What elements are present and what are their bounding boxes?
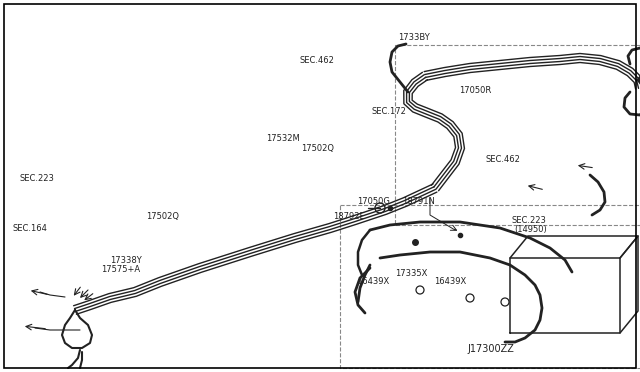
Text: 1733BY: 1733BY bbox=[398, 33, 430, 42]
Text: J17300ZZ: J17300ZZ bbox=[467, 344, 514, 354]
Text: 17575+A: 17575+A bbox=[101, 265, 140, 274]
Text: SEC.462: SEC.462 bbox=[485, 155, 520, 164]
Text: 17502Q: 17502Q bbox=[301, 144, 334, 153]
Text: SEC.164: SEC.164 bbox=[13, 224, 47, 233]
Text: 18792E: 18792E bbox=[333, 212, 365, 221]
Text: 17335X: 17335X bbox=[396, 269, 428, 278]
Text: 16439X: 16439X bbox=[357, 278, 389, 286]
Text: 17338Y: 17338Y bbox=[110, 256, 142, 265]
Text: (14950): (14950) bbox=[514, 225, 547, 234]
Text: 16439X: 16439X bbox=[434, 278, 466, 286]
Text: SEC.462: SEC.462 bbox=[300, 56, 334, 65]
Text: 18791N: 18791N bbox=[402, 197, 435, 206]
Text: 17050G: 17050G bbox=[357, 197, 390, 206]
Text: 17050R: 17050R bbox=[460, 86, 492, 94]
Text: 17502Q: 17502Q bbox=[146, 212, 179, 221]
Text: 17532M: 17532M bbox=[266, 134, 300, 143]
Text: SEC.172: SEC.172 bbox=[371, 107, 406, 116]
Text: SEC.223: SEC.223 bbox=[512, 216, 547, 225]
Text: SEC.223: SEC.223 bbox=[19, 174, 54, 183]
